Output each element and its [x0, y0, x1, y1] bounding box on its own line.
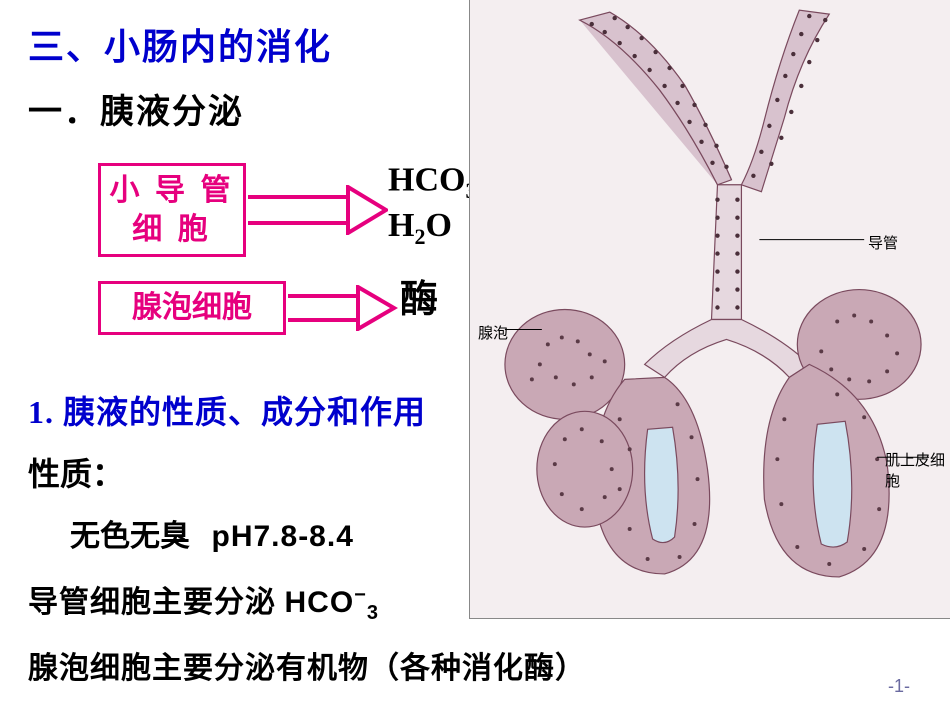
- arrow-1: [248, 185, 388, 235]
- box1-line1: 小 导 管: [110, 171, 235, 210]
- anno-myoep: 肌上皮细胞: [885, 449, 950, 491]
- box1-line2: 细 胞: [132, 210, 212, 249]
- slide: 三、小肠内的消化 一．胰液分泌 小 导 管 细 胞 腺泡细胞: [0, 0, 950, 713]
- prop-colorless: 无色无臭: [70, 520, 190, 553]
- box2-text: 腺泡细胞: [132, 293, 252, 323]
- body-line-2: 腺泡细胞主要分泌有机物（各种消化酶）: [28, 643, 950, 687]
- pancreas-svg: [470, 0, 950, 618]
- box-duct-cell: 小 导 管 细 胞: [98, 163, 246, 257]
- page-number: -1-: [888, 676, 910, 697]
- anatomy-illustration: 导管 腺泡 肌上皮细胞: [469, 0, 950, 619]
- arrow-2: [288, 285, 398, 331]
- anno-duct: 导管: [868, 232, 898, 253]
- prop-ph: pH7.8-8.4: [212, 520, 354, 553]
- box-acinar-cell: 腺泡细胞: [98, 281, 286, 335]
- anno-acinus: 腺泡: [478, 322, 508, 343]
- product-enzyme: 酶: [400, 277, 438, 325]
